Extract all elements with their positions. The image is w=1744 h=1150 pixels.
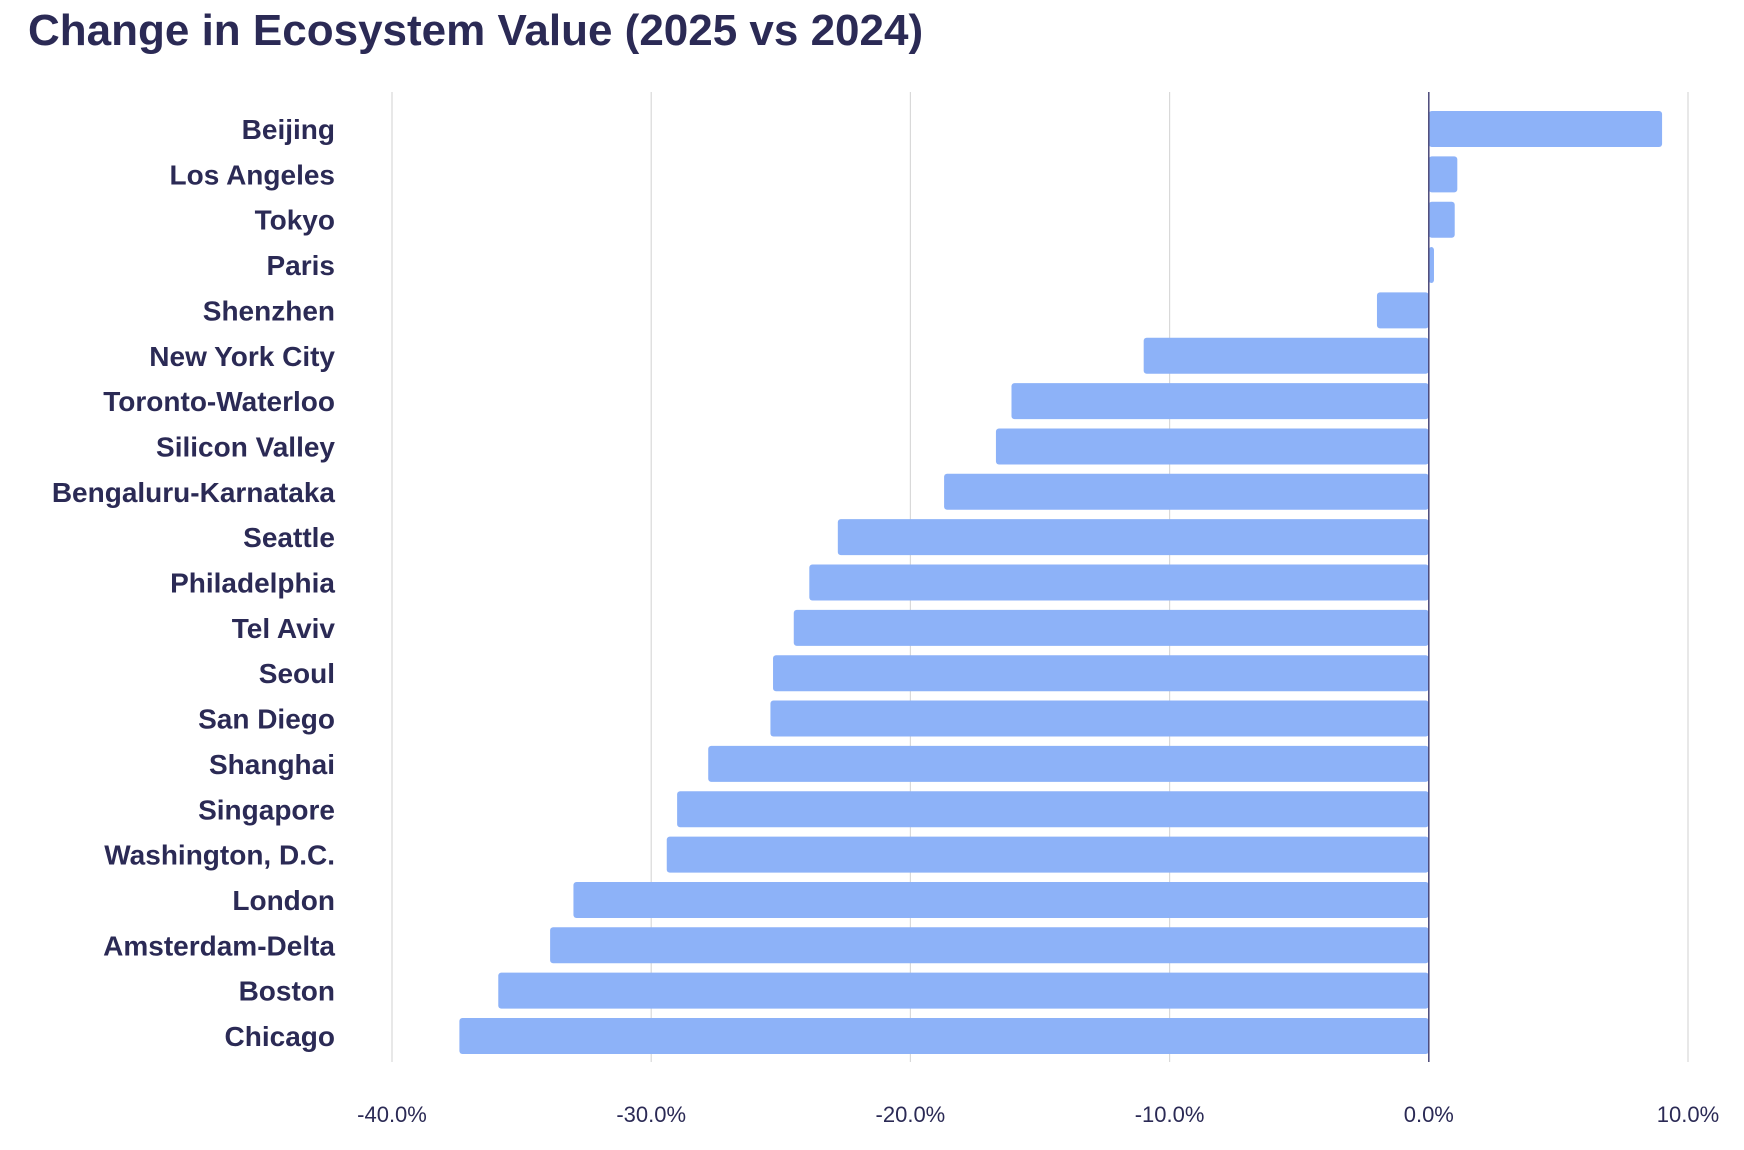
bar — [459, 1018, 1429, 1054]
category-label: Shanghai — [209, 749, 335, 780]
category-label: London — [232, 885, 335, 916]
category-label: Shenzhen — [203, 295, 335, 326]
bar — [498, 972, 1429, 1009]
bar — [773, 655, 1429, 692]
x-tick-label: 0.0% — [1404, 1102, 1454, 1127]
bar — [1011, 383, 1429, 420]
category-label: Singapore — [198, 794, 335, 825]
x-tick-label: -10.0% — [1135, 1102, 1205, 1127]
bar — [809, 564, 1429, 601]
x-tick-label: -20.0% — [876, 1102, 946, 1127]
category-label: Boston — [239, 976, 335, 1007]
bar — [1376, 292, 1429, 329]
x-tick-label: -40.0% — [357, 1102, 427, 1127]
category-label: Silicon Valley — [156, 431, 335, 462]
bar — [550, 927, 1429, 964]
category-label: Bengaluru-Karnataka — [52, 477, 336, 508]
x-tick-label: 10.0% — [1657, 1102, 1719, 1127]
bar — [1428, 156, 1458, 193]
bar — [677, 791, 1429, 828]
bar — [944, 473, 1429, 510]
category-label: Amsterdam-Delta — [103, 930, 335, 961]
bar — [837, 519, 1429, 556]
bar — [1143, 337, 1429, 374]
category-label: Tokyo — [255, 205, 335, 236]
bar — [708, 745, 1429, 782]
bar — [1428, 111, 1663, 147]
bar — [1428, 247, 1434, 284]
category-label: Seattle — [243, 522, 335, 553]
bar — [770, 700, 1429, 737]
category-label: Chicago — [225, 1021, 335, 1052]
category-label: Washington, D.C. — [104, 840, 335, 871]
category-label: Tel Aviv — [232, 613, 336, 644]
category-labels: Beijing Los Angeles Tokyo Paris Shenzhen New … — [52, 114, 336, 1052]
category-label: Toronto-Waterloo — [103, 386, 335, 417]
bar — [995, 428, 1429, 465]
category-label: Philadelphia — [170, 568, 335, 599]
bar — [573, 881, 1429, 918]
bar — [666, 836, 1429, 873]
category-label: Seoul — [259, 658, 335, 689]
category-label: New York City — [149, 341, 335, 372]
x-tick-labels: -40.0% -30.0% -20.0% -10.0% 0.0% 10.0% — [357, 1102, 1719, 1127]
chart-title: Change in Ecosystem Value (2025 vs 2024) — [28, 6, 924, 55]
bars — [459, 92, 1663, 1062]
x-tick-label: -30.0% — [616, 1102, 686, 1127]
category-label: San Diego — [198, 704, 335, 735]
bar — [1428, 201, 1455, 238]
bar — [793, 609, 1429, 646]
category-label: Beijing — [242, 114, 335, 145]
category-label: Los Angeles — [170, 159, 335, 190]
category-label: Paris — [267, 250, 336, 281]
